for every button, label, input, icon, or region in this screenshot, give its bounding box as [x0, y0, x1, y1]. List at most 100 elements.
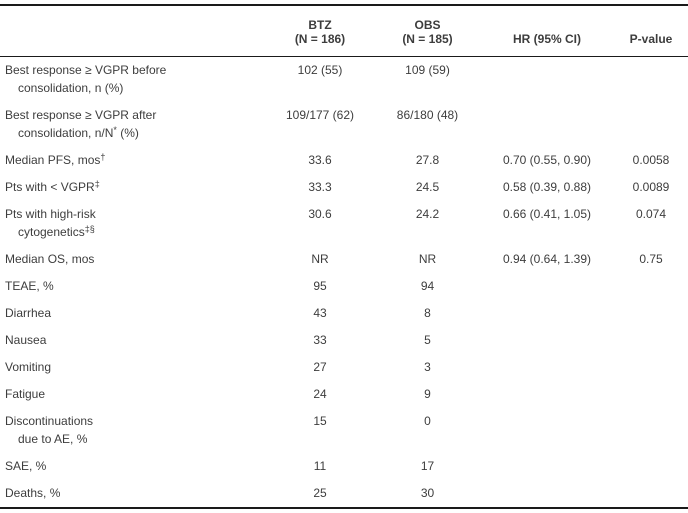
row-label-text: Vomiting	[5, 360, 52, 374]
row-label-line1: TEAE, %	[5, 279, 265, 293]
row-label: Vomiting	[0, 360, 265, 374]
pvalue-cell: 0.0058	[632, 153, 670, 167]
row-label-text: Nausea	[5, 333, 47, 347]
table-row: Pts with < VGPR‡ 33.3 24.5 0.58 (0.39, 0…	[0, 174, 688, 201]
table-row: Pts with high-risk cytogenetics‡§ 30.6 2…	[0, 201, 688, 246]
row-label-text: Diarrhea	[5, 306, 52, 320]
row-label-line2: consolidation, n/N* (%)	[5, 126, 265, 141]
obs-value-cell: 0	[424, 414, 431, 428]
row-label-text: TEAE, %	[5, 279, 54, 293]
column-header-line1: BTZ	[308, 18, 332, 32]
row-label-line1: Deaths, %	[5, 486, 265, 500]
row-label: Deaths, %	[0, 486, 265, 500]
table-header: BTZ (N = 186) OBS (N = 185) HR (95% CI) …	[0, 6, 688, 57]
row-label-line1: Best response ≥ VGPR before	[5, 63, 265, 77]
obs-value-cell: 94	[420, 279, 435, 293]
btz-value-cell: 33.6	[308, 153, 332, 167]
obs-value-cell: 27.8	[415, 153, 440, 167]
row-label: Median PFS, mos†	[0, 152, 265, 168]
btz-value-cell: 95	[313, 279, 327, 293]
row-label: SAE, %	[0, 459, 265, 473]
row-label-text: Pts with < VGPR	[5, 180, 95, 194]
column-header-line1: OBS	[414, 18, 441, 32]
obs-value-cell: 24.5	[415, 180, 440, 194]
row-label-line1: Pts with high-risk	[5, 207, 265, 221]
obs-value-cell: 86/180 (48)	[396, 108, 459, 122]
table-row: Vomiting 27 3	[0, 354, 688, 381]
obs-value-cell: 3	[424, 360, 431, 374]
row-label: Discontinuations due to AE, %	[0, 414, 265, 446]
clinical-results-table: BTZ (N = 186) OBS (N = 185) HR (95% CI) …	[0, 4, 688, 509]
table-row: Deaths, % 25 30	[0, 480, 688, 507]
row-label-line1: Fatigue	[5, 387, 265, 401]
hr-value-cell: 0.58 (0.39, 0.88)	[502, 180, 592, 194]
obs-value-cell: 9	[424, 387, 431, 401]
row-label-text: Best response ≥ VGPR before	[5, 63, 167, 77]
row-label: Pts with < VGPR‡	[0, 179, 265, 195]
row-label-line1: Best response ≥ VGPR after	[5, 108, 265, 122]
row-label-text: Discontinuations	[5, 414, 94, 428]
footnote-marker: ‡§	[84, 224, 95, 234]
row-label-line2: consolidation, n (%)	[5, 81, 265, 95]
table-row: Fatigue 24 9	[0, 381, 688, 408]
row-label: Best response ≥ VGPR before consolidatio…	[0, 63, 265, 95]
row-label-text: due to AE, %	[18, 432, 88, 446]
table-row: SAE, % 11 17	[0, 453, 688, 480]
row-label-text: Best response ≥ VGPR after	[5, 108, 157, 122]
row-label-text: Median PFS, mos	[5, 153, 101, 167]
table-row: Best response ≥ VGPR before consolidatio…	[0, 57, 688, 102]
pvalue-cell: 0.75	[639, 252, 663, 266]
btz-value-cell: 11	[313, 459, 327, 473]
btz-value-cell: NR	[311, 252, 329, 266]
pvalue-cell: 0.074	[635, 207, 667, 221]
row-label: Nausea	[0, 333, 265, 347]
row-label-text: Deaths, %	[5, 486, 61, 500]
obs-value-cell: 17	[420, 459, 435, 473]
btz-value-cell: 109/177 (62)	[285, 108, 355, 122]
row-label-text: (%)	[116, 126, 139, 140]
row-label-text: consolidation, n (%)	[18, 81, 124, 95]
row-label: Best response ≥ VGPR after consolidation…	[0, 108, 265, 140]
hr-value-cell: 0.66 (0.41, 1.05)	[502, 207, 592, 221]
row-label: Fatigue	[0, 387, 265, 401]
row-label-text: Median OS, mos	[5, 252, 95, 266]
row-label-text: consolidation, n/N	[18, 126, 114, 140]
column-header-line1: HR (95% CI)	[512, 32, 581, 46]
row-label-line2: cytogenetics‡§	[5, 224, 265, 240]
table-body: Best response ≥ VGPR before consolidatio…	[0, 57, 688, 507]
row-label-line1: Pts with < VGPR‡	[5, 179, 265, 195]
column-header-line2: (N = 186)	[294, 32, 346, 46]
table-row: Median OS, mos NR NR 0.94 (0.64, 1.39) 0…	[0, 246, 688, 273]
btz-value-cell: 30.6	[308, 207, 332, 221]
column-header-line2: (N = 185)	[402, 32, 453, 46]
row-label-line1: SAE, %	[5, 459, 265, 473]
column-header-obs: OBS (N = 185)	[375, 18, 480, 46]
btz-value-cell: 33	[313, 333, 327, 347]
row-label-text: cytogenetics	[18, 225, 85, 239]
footnote-marker: †	[100, 152, 106, 162]
row-label-line1: Nausea	[5, 333, 265, 347]
btz-value-cell: 25	[313, 486, 327, 500]
btz-value-cell: 24	[313, 387, 327, 401]
table-row: Median PFS, mos† 33.6 27.8 0.70 (0.55, 0…	[0, 147, 688, 174]
row-label-line1: Vomiting	[5, 360, 265, 374]
row-label-text: Pts with high-risk	[5, 207, 96, 221]
footnote-marker: ‡	[94, 179, 100, 189]
table-row: Nausea 33 5	[0, 327, 688, 354]
row-label-text: Fatigue	[5, 387, 46, 401]
row-label: Pts with high-risk cytogenetics‡§	[0, 207, 265, 239]
row-label: TEAE, %	[0, 279, 265, 293]
table-row: Best response ≥ VGPR after consolidation…	[0, 102, 688, 147]
obs-value-cell: 30	[420, 486, 435, 500]
table-row: Discontinuations due to AE, % 15 0	[0, 408, 688, 453]
btz-value-cell: 27	[313, 360, 327, 374]
column-header-pvalue: P-value	[614, 18, 688, 46]
obs-value-cell: 8	[424, 306, 431, 320]
obs-value-cell: NR	[418, 252, 437, 266]
row-label-line1: Discontinuations	[5, 414, 265, 428]
btz-value-cell: 102 (55)	[297, 63, 343, 77]
column-header-hr: HR (95% CI)	[480, 18, 614, 46]
hr-value-cell: 0.70 (0.55, 0.90)	[502, 153, 592, 167]
row-label-line1: Median OS, mos	[5, 252, 265, 266]
